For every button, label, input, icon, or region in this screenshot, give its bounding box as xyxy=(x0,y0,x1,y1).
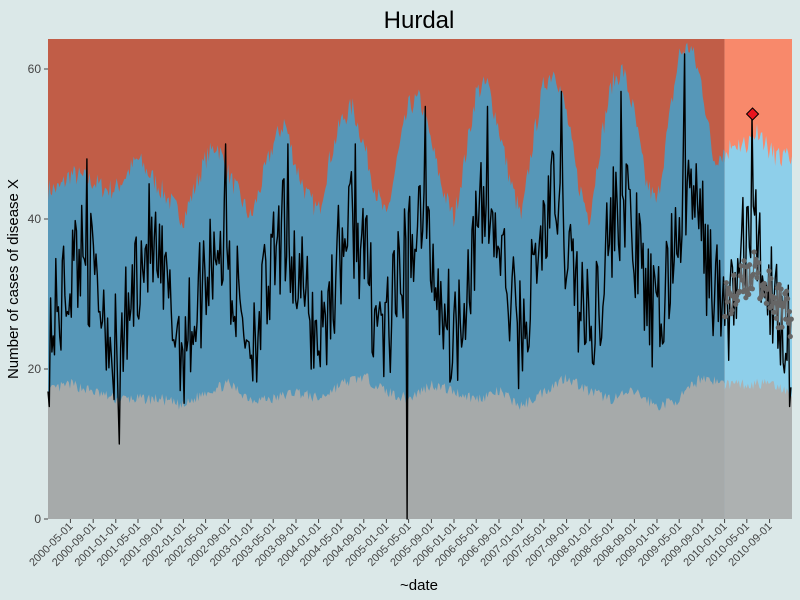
forecast-point xyxy=(776,281,782,288)
forecast-point xyxy=(722,314,729,320)
forecast-point xyxy=(734,298,741,304)
forecast-point xyxy=(752,263,758,269)
forecast-point xyxy=(765,285,771,291)
marker-layer xyxy=(722,107,794,340)
history-shade xyxy=(48,39,725,519)
plot-area xyxy=(47,39,794,520)
forecast-point xyxy=(773,315,780,321)
lower-band-forecast xyxy=(724,378,792,519)
forecast-point xyxy=(788,316,794,322)
forecast-point xyxy=(787,333,793,340)
forecast-point xyxy=(779,324,785,330)
forecast-point xyxy=(781,300,787,306)
forecast-point xyxy=(736,288,743,294)
y-axis-title: Number of cases of disease X xyxy=(5,179,22,379)
x-axis: 2000-05-012000-09-012001-01-012001-05-01… xyxy=(27,519,775,569)
forecast-point xyxy=(751,249,757,255)
forecast-point xyxy=(772,300,779,306)
y-tick-label: 20 xyxy=(28,362,42,376)
observed-series-line xyxy=(47,53,792,520)
x-axis-title: ~date xyxy=(400,577,438,594)
forecast-point xyxy=(724,299,731,305)
forecast-point xyxy=(723,280,730,286)
forecast-point xyxy=(778,286,784,292)
forecast-point xyxy=(786,309,793,315)
forecast-point xyxy=(741,258,747,264)
forecast-point xyxy=(772,295,778,301)
forecast-point xyxy=(785,296,791,302)
forecast-point xyxy=(749,286,756,292)
forecast-point xyxy=(766,268,772,274)
forecast-point xyxy=(746,291,752,297)
forecast-point xyxy=(771,309,777,315)
forecast-point xyxy=(785,320,792,326)
forecast-point xyxy=(756,260,762,266)
forecast-point xyxy=(769,303,775,309)
forecast-point xyxy=(763,300,769,306)
lower-band-history xyxy=(48,373,725,519)
chart-title: Hurdal xyxy=(384,7,455,34)
forecast-point xyxy=(737,273,743,279)
forecast-point xyxy=(768,275,774,282)
alarm-diamond-marker xyxy=(745,107,760,121)
y-axis: 0 20 40 60 xyxy=(28,62,48,526)
forecast-point xyxy=(731,272,737,278)
y-tick-label: 60 xyxy=(28,62,42,76)
y-tick-label: 40 xyxy=(28,212,42,226)
forecast-point xyxy=(725,285,731,291)
forecast-point xyxy=(755,270,761,276)
forecast-point xyxy=(750,271,756,277)
forecast-point xyxy=(729,307,735,313)
forecast-point xyxy=(754,275,760,281)
band-layer xyxy=(48,39,792,520)
forecast-point xyxy=(784,288,790,294)
forecast-point xyxy=(760,292,766,298)
forecast-point xyxy=(783,316,789,322)
forecast-point xyxy=(761,280,768,287)
y-tick-label: 0 xyxy=(34,512,41,526)
forecast-point xyxy=(738,263,744,269)
forecast-point xyxy=(747,262,753,268)
forecast-point xyxy=(739,277,745,283)
